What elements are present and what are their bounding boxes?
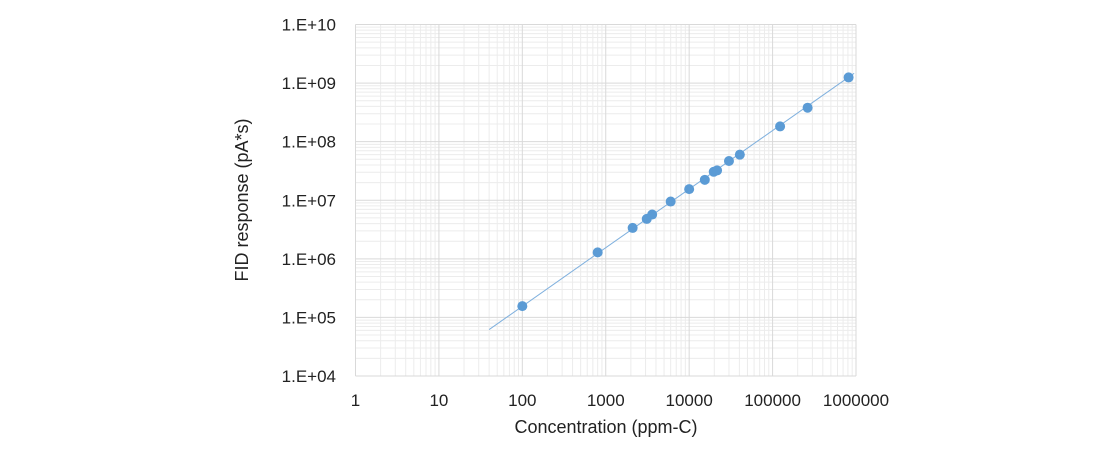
data-point bbox=[665, 196, 676, 207]
x-tick-label: 10 bbox=[429, 391, 448, 410]
data-point bbox=[734, 149, 745, 160]
x-tick-label: 1000 bbox=[587, 391, 625, 410]
data-point bbox=[843, 72, 854, 83]
y-tick-label: 1.E+08 bbox=[282, 133, 336, 152]
x-tick-label: 1000000 bbox=[823, 391, 889, 410]
data-point bbox=[647, 209, 658, 220]
data-point bbox=[684, 184, 695, 195]
data-point bbox=[775, 121, 786, 132]
tick-labels: 1 10 100 1000 10000 100000 1000000 1.E+04 1.E+05… bbox=[282, 16, 889, 411]
data-points bbox=[517, 72, 854, 312]
data-point bbox=[699, 174, 710, 185]
y-tick-label: 1.E+07 bbox=[282, 191, 336, 210]
y-tick-label: 1.E+10 bbox=[282, 16, 336, 35]
data-point bbox=[802, 102, 813, 113]
y-tick-label: 1.E+04 bbox=[282, 367, 336, 386]
x-tick-label: 10000 bbox=[666, 391, 713, 410]
x-tick-label: 100000 bbox=[744, 391, 801, 410]
x-tick-label: 1 bbox=[351, 391, 360, 410]
grid bbox=[355, 24, 857, 377]
data-point bbox=[723, 155, 734, 166]
y-axis-label: FID response (pA*s) bbox=[232, 118, 252, 281]
x-axis-label: Concentration (ppm-C) bbox=[514, 417, 697, 437]
y-tick-label: 1.E+06 bbox=[282, 250, 336, 269]
data-point bbox=[712, 165, 723, 176]
data-point bbox=[627, 222, 638, 233]
y-tick-label: 1.E+09 bbox=[282, 74, 336, 93]
x-tick-label: 100 bbox=[508, 391, 536, 410]
data-point bbox=[592, 247, 603, 258]
y-tick-label: 1.E+05 bbox=[282, 308, 336, 327]
data-point bbox=[517, 301, 528, 312]
